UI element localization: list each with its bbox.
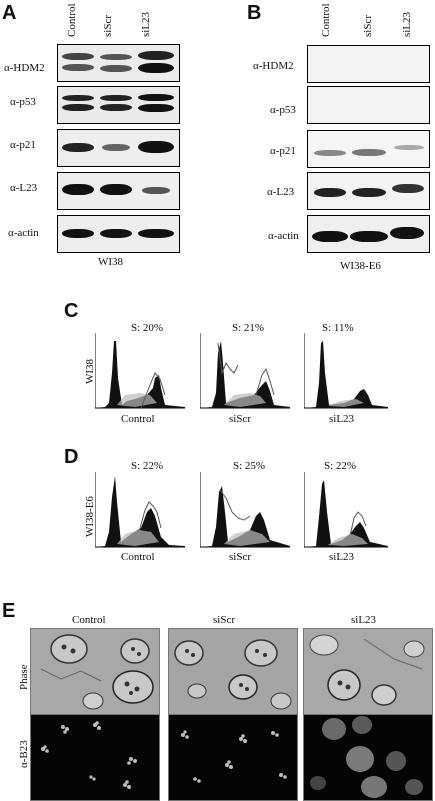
panel-d-cond-control: Control xyxy=(121,551,155,563)
histogram-c-control xyxy=(95,333,185,409)
blot-a-hdm2 xyxy=(57,44,180,82)
panel-a-cell-line: WI38 xyxy=(98,256,124,268)
histogram-d-sil23 xyxy=(304,472,388,548)
panel-c-cond-control: Control xyxy=(121,413,155,425)
phase-image-control xyxy=(30,628,160,716)
panel-a-lane-control: Control xyxy=(66,3,78,37)
blot-b-p21 xyxy=(307,130,430,168)
panel-b-ab-p21: α-p21 xyxy=(270,145,296,157)
panel-d-cond-siscr: siScr xyxy=(229,551,251,563)
panel-b-letter: B xyxy=(247,2,262,24)
panel-a-ab-hdm2: α-HDM2 xyxy=(4,62,45,74)
blot-b-actin xyxy=(307,215,430,253)
panel-a-ab-l23: α-L23 xyxy=(10,182,38,194)
panel-b-lane-control: Control xyxy=(320,3,332,37)
panel-b-lane-siscr: siScr xyxy=(362,15,374,37)
panel-c-cond-sil23: siL23 xyxy=(329,413,355,425)
panel-c-s-sil23: S: 11% xyxy=(322,322,354,334)
panel-b-cell-line: WI38-E6 xyxy=(340,260,381,272)
panel-b-ab-p53: α-p53 xyxy=(270,104,296,116)
blot-a-l23 xyxy=(57,172,180,210)
panel-a-ab-p21: α-p21 xyxy=(10,139,36,151)
b23-image-siscr xyxy=(168,714,298,801)
b23-image-control xyxy=(30,714,160,801)
panel-e-row-b23: α-B23 xyxy=(18,740,30,768)
panel-a-ab-actin: α-actin xyxy=(8,227,39,239)
panel-e-row-phase: Phase xyxy=(18,664,30,690)
panel-a-letter: A xyxy=(2,2,17,24)
panel-d-cond-sil23: siL23 xyxy=(329,551,355,563)
panel-c-letter: C xyxy=(64,300,79,322)
panel-a-lane-sil23: siL23 xyxy=(140,11,152,37)
histogram-c-siscr xyxy=(200,333,290,409)
panel-d-letter: D xyxy=(64,446,79,468)
histogram-d-siscr xyxy=(200,472,290,548)
panel-e-letter: E xyxy=(2,600,16,622)
panel-d-s-siscr: S: 25% xyxy=(233,460,266,472)
panel-e-cond-sil23: siL23 xyxy=(351,614,377,626)
panel-b-lane-sil23: siL23 xyxy=(401,11,413,37)
panel-c-cond-siscr: siScr xyxy=(229,413,251,425)
panel-b-ab-actin: α-actin xyxy=(268,230,299,242)
panel-c-s-siscr: S: 21% xyxy=(232,322,265,334)
panel-e-cond-siscr: siScr xyxy=(213,614,235,626)
blot-b-hdm2 xyxy=(307,45,430,83)
panel-d-s-sil23: S: 22% xyxy=(324,460,357,472)
panel-e-cond-control: Control xyxy=(72,614,106,626)
panel-d-s-control: S: 22% xyxy=(131,460,164,472)
panel-a-ab-p53: α-p53 xyxy=(10,96,36,108)
blot-b-l23 xyxy=(307,172,430,210)
blot-a-p53 xyxy=(57,86,180,124)
panel-b-ab-hdm2: α-HDM2 xyxy=(253,60,294,72)
b23-image-sil23 xyxy=(303,714,433,801)
histogram-c-sil23 xyxy=(304,333,388,409)
histogram-d-control xyxy=(95,472,185,548)
blot-b-p53 xyxy=(307,86,430,124)
phase-image-sil23 xyxy=(303,628,433,716)
blot-a-p21 xyxy=(57,129,180,167)
phase-image-siscr xyxy=(168,628,298,716)
panel-c-s-control: S: 20% xyxy=(131,322,164,334)
panel-b-ab-l23: α-L23 xyxy=(267,186,295,198)
panel-a-lane-siscr: siScr xyxy=(102,15,114,37)
blot-a-actin xyxy=(57,215,180,253)
